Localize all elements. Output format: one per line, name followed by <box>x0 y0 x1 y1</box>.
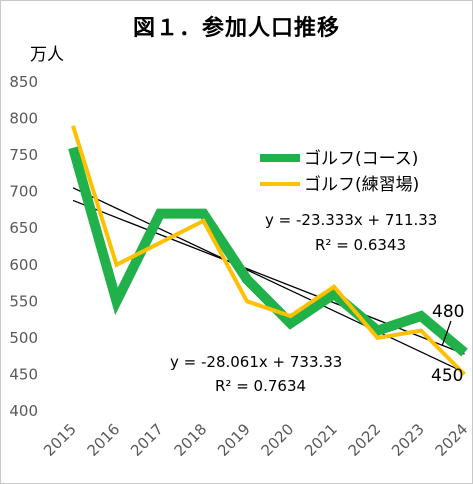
y-axis-unit-label: 万人 <box>30 45 64 65</box>
y-tick-labels: 400 450 500 550 600 650 700 750 800 850 <box>9 73 38 420</box>
chart-title: 図１．参加人口推移 <box>132 16 340 41</box>
y-tick-label: 550 <box>9 292 38 310</box>
y-tick-label: 700 <box>9 183 38 201</box>
series-lines <box>68 125 468 376</box>
x-tick-label: 2021 <box>301 420 341 460</box>
end-label-range: 450 <box>431 366 463 386</box>
x-tick-label: 2016 <box>84 420 124 460</box>
x-tick-label: 2017 <box>127 420 167 460</box>
x-tick-label: 2019 <box>214 420 254 460</box>
trend-r2-course: R² = 0.6343 <box>315 236 406 254</box>
series-line-0 <box>68 146 468 357</box>
legend-label-course: ゴルフ(コース) <box>304 148 418 169</box>
x-tick-labels: 2015 2016 2017 2018 2019 2020 2021 2022 2023 2024 <box>40 420 471 460</box>
trend-equation-course: y = -23.333x + 711.33 <box>265 211 437 229</box>
x-tick-label: 2020 <box>258 420 298 460</box>
x-tick-label: 2015 <box>40 420 80 460</box>
end-label-course: 480 <box>432 302 464 322</box>
y-tick-label: 750 <box>9 146 38 164</box>
y-tick-label: 450 <box>9 365 38 383</box>
y-tick-label: 800 <box>9 110 38 128</box>
x-tick-label: 2018 <box>171 420 211 460</box>
y-tick-label: 400 <box>9 402 38 420</box>
y-tick-label: 850 <box>9 73 38 91</box>
y-tick-label: 650 <box>9 219 38 237</box>
trend-equation-range: y = -28.061x + 733.33 <box>170 353 342 371</box>
y-tick-label: 500 <box>9 329 38 347</box>
end-label-leader <box>441 320 452 347</box>
trend-r2-range: R² = 0.7634 <box>215 377 306 395</box>
y-tick-label: 600 <box>9 256 38 274</box>
x-tick-label: 2024 <box>432 420 472 460</box>
series-line-1 <box>71 125 466 376</box>
trendline-1 <box>72 187 465 374</box>
x-tick-label: 2022 <box>345 420 385 460</box>
x-tick-label: 2023 <box>388 420 428 460</box>
legend: ゴルフ(コース) ゴルフ(練習場) <box>260 148 419 195</box>
legend-label-range: ゴルフ(練習場) <box>304 174 419 195</box>
